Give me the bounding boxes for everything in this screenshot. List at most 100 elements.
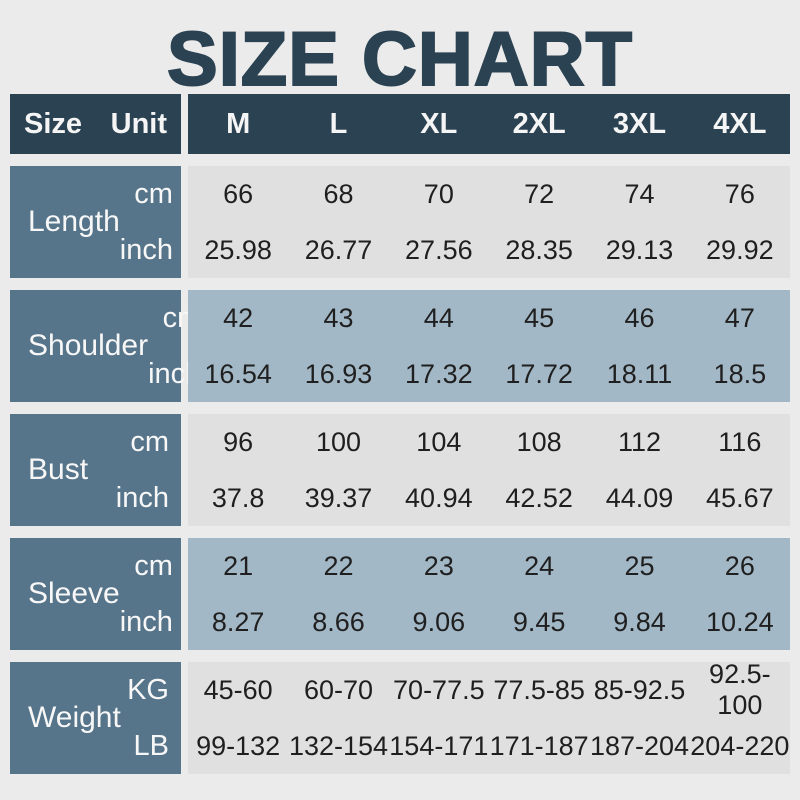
row-group-weight: Weight KG LB 45-60 60-70 70-77.5 77.5-85…	[10, 659, 790, 774]
measure-name: Weight	[28, 701, 121, 734]
value-cell: 45-60	[203, 674, 273, 705]
value-cell: 17.32	[405, 358, 473, 389]
table-header-row: Size Unit M L XL 2XL 3XL 4XL	[10, 94, 790, 154]
row-group-bust: Bust cm inch 96 100 104 108 112 116 37.8…	[10, 414, 790, 526]
measure-name: Sleeve	[28, 577, 120, 610]
header-sizes-block: M L XL 2XL 3XL 4XL	[188, 94, 790, 154]
header-size-3xl: 3XL	[612, 107, 667, 140]
value-cell: 29.92	[706, 234, 774, 265]
value-cell: 10.24	[706, 606, 774, 637]
value-cell: 27.56	[405, 234, 473, 265]
value-cell: 45.67	[706, 482, 774, 513]
value-cell: 72	[524, 178, 555, 209]
row-label-sleeve: Sleeve cm inch	[10, 538, 181, 650]
value-cell: 100	[315, 426, 362, 457]
value-cell: 9.45	[512, 606, 566, 637]
value-cell: 18.5	[713, 358, 767, 389]
value-cell: 29.13	[605, 234, 674, 265]
value-cell: 25.98	[204, 234, 272, 265]
row-group-shoulder: Shoulder cm inch 42 43 44 45 46 47 16.54…	[10, 290, 790, 402]
value-cell: 21	[223, 550, 254, 581]
value-cell: 68	[323, 178, 354, 209]
value-cell: 39.37	[304, 482, 373, 513]
value-cell: 187-204	[589, 730, 690, 761]
measure-name: Bust	[28, 453, 89, 486]
value-cell: 70	[423, 178, 454, 209]
value-cell: 171-187	[489, 730, 589, 761]
row-values-weight: 45-60 60-70 70-77.5 77.5-85 85-92.5 92.5…	[188, 659, 790, 774]
row-label-length: Length cm inch	[10, 166, 181, 278]
value-cell: 66	[223, 178, 254, 209]
value-cell: 112	[617, 426, 662, 457]
value-cell: 96	[223, 426, 254, 457]
unit-label-cm: cm	[134, 177, 173, 210]
value-cell: 154-171	[389, 730, 489, 761]
value-cell: 40.94	[405, 482, 473, 513]
value-cell: 42.52	[505, 482, 573, 513]
value-cell: 92.5-100	[709, 659, 771, 720]
value-cell: 204-220	[690, 730, 790, 761]
value-cell: 24	[524, 550, 555, 581]
measure-name: Shoulder	[28, 329, 149, 362]
value-cell: 25	[624, 550, 655, 581]
value-cell: 74	[624, 178, 655, 209]
value-cell: 9.84	[613, 606, 666, 637]
unit-label-kg: KG	[127, 673, 169, 706]
value-cell: 28.35	[505, 234, 573, 265]
value-cell: 132-154	[288, 730, 389, 761]
unit-label-lb: LB	[133, 729, 169, 762]
value-cell: 104	[416, 426, 462, 457]
value-cell: 108	[516, 426, 562, 457]
value-cell: 23	[423, 550, 454, 581]
value-cell: 8.66	[312, 606, 365, 637]
value-cell: 42	[223, 302, 254, 333]
unit-label-cm: cm	[130, 425, 169, 458]
value-cell: 45	[524, 302, 555, 333]
row-label-shoulder: Shoulder cm inch	[10, 290, 201, 402]
value-cell: 17.72	[505, 358, 573, 389]
header-size-xl: XL	[420, 107, 458, 140]
value-cell: 26.77	[304, 234, 373, 265]
row-values-shoulder: 42 43 44 45 46 47 16.54 16.93 17.32 17.7…	[188, 290, 790, 402]
header-size-2xl: 2XL	[512, 107, 566, 140]
row-values-length: 66 68 70 72 74 76 25.98 26.77 27.56 28.3…	[188, 166, 790, 278]
value-cell: 18.11	[606, 358, 673, 389]
header-size-label: Size	[24, 107, 83, 140]
value-cell: 70-77.5	[393, 674, 485, 705]
value-cell: 22	[323, 550, 354, 581]
value-cell: 85-92.5	[593, 674, 686, 705]
header-size-l: L	[329, 107, 348, 140]
value-cell: 26	[724, 550, 755, 581]
value-cell: 99-132	[196, 730, 281, 761]
value-cell: 16.93	[304, 358, 373, 389]
unit-label-inch: inch	[119, 233, 173, 266]
value-cell: 60-70	[303, 674, 374, 705]
header-size-4xl: 4XL	[713, 107, 767, 140]
row-label-bust: Bust cm inch	[10, 414, 181, 526]
measure-name: Length	[28, 205, 120, 238]
value-cell: 44	[423, 302, 454, 333]
row-label-weight: Weight KG LB	[10, 662, 181, 774]
row-group-sleeve: Sleeve cm inch 21 22 23 24 25 26 8.27 8.…	[10, 538, 790, 650]
unit-label-cm: cm	[134, 549, 173, 582]
value-cell: 46	[624, 302, 655, 333]
row-group-length: Length cm inch 66 68 70 72 74 76 25.98 2…	[10, 166, 790, 278]
row-values-bust: 96 100 104 108 112 116 37.8 39.37 40.94 …	[188, 414, 790, 526]
header-size-m: M	[226, 107, 251, 140]
value-cell: 76	[724, 178, 755, 209]
value-cell: 77.5-85	[493, 674, 585, 705]
value-cell: 47	[724, 302, 755, 333]
row-values-sleeve: 21 22 23 24 25 26 8.27 8.66 9.06 9.45 9.…	[188, 538, 790, 650]
unit-label-inch: inch	[119, 605, 173, 638]
header-unit-label: Unit	[110, 107, 167, 140]
value-cell: 116	[718, 426, 762, 457]
value-cell: 37.8	[211, 482, 265, 513]
value-cell: 44.09	[605, 482, 674, 513]
value-cell: 16.54	[204, 358, 272, 389]
unit-label-inch: inch	[115, 481, 169, 514]
value-cell: 9.06	[412, 606, 466, 637]
value-cell: 8.27	[211, 606, 265, 637]
page-title: SIZE CHART	[166, 16, 633, 103]
header-size-unit-block: Size Unit	[10, 94, 181, 154]
value-cell: 43	[323, 302, 354, 333]
